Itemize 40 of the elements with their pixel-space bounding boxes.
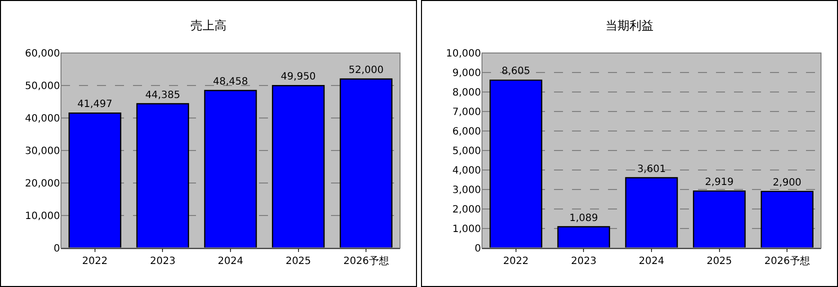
data-label: 2,919 xyxy=(704,177,734,188)
data-label: 41,497 xyxy=(77,99,112,110)
y-tick-label: 3,000 xyxy=(452,185,481,196)
data-label: 49,950 xyxy=(280,72,316,83)
y-tick-label: 10,000 xyxy=(25,211,60,222)
x-tick-label: 2023 xyxy=(150,256,176,267)
data-label: 8,605 xyxy=(502,66,530,78)
chart-title: 売上高 xyxy=(190,18,226,32)
y-tick-label: 4,000 xyxy=(452,166,481,176)
data-label: 3,601 xyxy=(637,164,666,175)
y-tick-label: 2,000 xyxy=(452,204,481,216)
y-tick-label: 30,000 xyxy=(25,146,60,157)
y-tick-label: 20,000 xyxy=(25,178,60,190)
chart-title: 当期利益 xyxy=(606,18,654,32)
x-tick-label: 2023 xyxy=(570,256,596,267)
y-tick-label: 5,000 xyxy=(452,146,481,157)
y-tick-label: 1,000 xyxy=(452,224,481,235)
x-tick-label: 2025 xyxy=(286,256,312,267)
y-tick-label: 60,000 xyxy=(25,48,60,60)
data-label: 1,089 xyxy=(569,212,598,224)
y-tick-label: 0 xyxy=(54,244,60,254)
y-tick-label: 40,000 xyxy=(25,114,60,124)
y-tick-label: 50,000 xyxy=(25,81,60,92)
x-tick-label: 2024 xyxy=(638,256,664,267)
y-tick-label: 10,000 xyxy=(446,48,481,60)
x-tick-label: 2026予想 xyxy=(764,255,810,267)
y-tick-label: 8,000 xyxy=(452,88,481,98)
x-tick-label: 2022 xyxy=(82,256,108,267)
y-tick-label: 9,000 xyxy=(452,68,481,79)
data-label: 52,000 xyxy=(348,65,384,76)
data-label: 48,458 xyxy=(213,76,248,88)
x-tick-label: 2026予想 xyxy=(343,255,389,267)
y-tick-label: 6,000 xyxy=(452,126,481,138)
y-tick-label: 7,000 xyxy=(452,107,481,118)
data-label: 44,385 xyxy=(145,90,180,101)
data-label: 2,900 xyxy=(772,177,802,188)
x-tick-label: 2025 xyxy=(706,256,732,267)
x-tick-label: 2022 xyxy=(503,256,529,267)
y-tick-label: 0 xyxy=(474,244,481,254)
x-tick-label: 2024 xyxy=(218,256,244,267)
